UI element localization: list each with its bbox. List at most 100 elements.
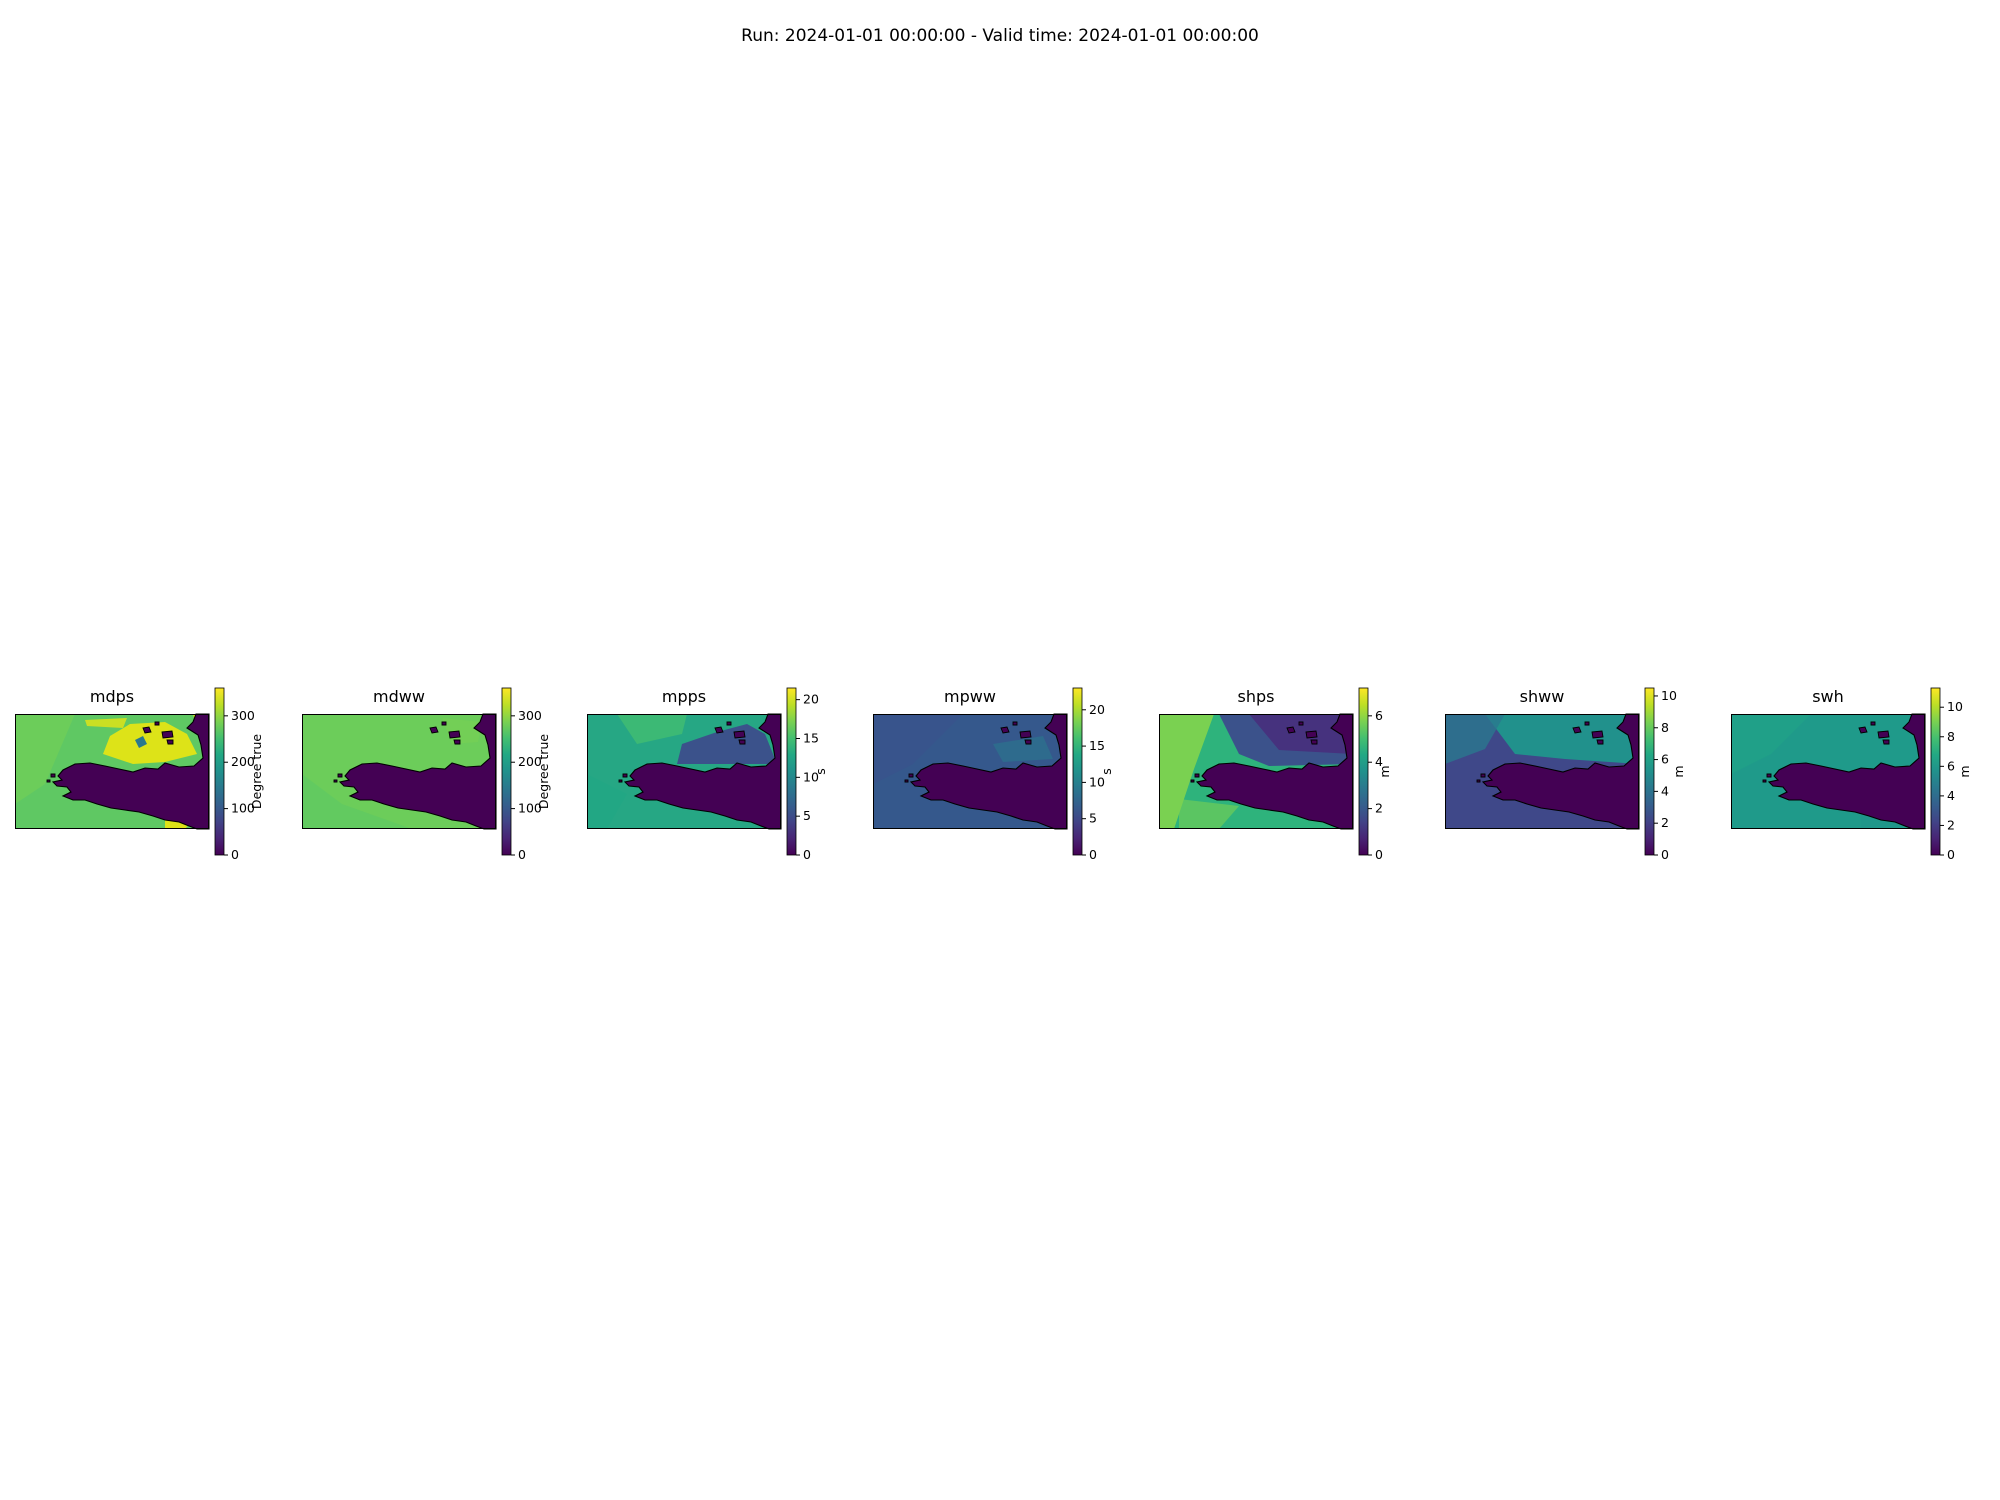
colorbar-tick-label: 5: [1089, 811, 1097, 826]
colorbar-tick-label: 4: [1947, 788, 1955, 803]
colorbar: [786, 687, 797, 856]
panel-mdww: mdww 0 100 200 300 Degree true: [302, 687, 551, 862]
map-frame: [873, 714, 1067, 829]
island: [46, 779, 51, 783]
island: [908, 773, 914, 778]
colorbar-unit-label: s: [1099, 768, 1114, 775]
panel-swh: swh 0 2 4 6 8 10 m: [1731, 687, 1972, 862]
panel-mdps: mdps 0 100 200 300 Degree true: [15, 687, 264, 862]
island: [738, 739, 746, 745]
island: [1286, 726, 1296, 734]
map-frame: [1159, 714, 1353, 829]
figure-suptitle: Run: 2024-01-01 00:00:00 - Valid time: 2…: [741, 26, 1259, 46]
island: [453, 739, 461, 745]
colorbar-tick-label: 300: [231, 708, 255, 723]
island: [1194, 773, 1200, 778]
island: [618, 779, 623, 783]
island: [1877, 730, 1890, 739]
island: [166, 739, 174, 745]
colorbar-tick-label: 100: [231, 801, 255, 816]
island: [726, 721, 732, 726]
colorbar-tick-label: 2: [1375, 801, 1383, 816]
colorbar-tick-label: 0: [1947, 847, 1955, 862]
panel-title: shww: [1520, 687, 1565, 706]
island: [448, 730, 461, 739]
colorbar: [1644, 687, 1655, 856]
colorbar-tick-label: 8: [1947, 729, 1955, 744]
island: [1480, 773, 1486, 778]
colorbar: [214, 687, 225, 856]
panel-title: mpww: [944, 687, 996, 706]
panel-mpww: mpww 0 5 10 15 20 s: [873, 687, 1114, 862]
colorbar-tick-label: 6: [1375, 708, 1383, 723]
colorbar-unit-label: m: [1957, 765, 1972, 777]
island: [142, 726, 152, 734]
colorbar-tick-label: 0: [518, 847, 526, 862]
panel-title: mdww: [373, 687, 425, 706]
colorbar-tick-label: 15: [803, 730, 819, 745]
island: [50, 773, 56, 778]
colorbar-tick-label: 2: [1947, 817, 1955, 832]
island: [1190, 779, 1195, 783]
colorbar-unit-label: s: [813, 768, 828, 775]
island: [161, 730, 174, 739]
island: [733, 730, 746, 739]
colorbar: [501, 687, 512, 856]
colorbar-tick-label: 15: [1089, 738, 1105, 753]
island: [1024, 739, 1032, 745]
land-mass: [338, 713, 497, 830]
island: [1882, 739, 1890, 745]
island: [904, 779, 909, 783]
colorbar: [1930, 687, 1941, 856]
colorbar-unit-label: Degree true: [536, 734, 551, 809]
island: [1584, 721, 1590, 726]
island: [1476, 779, 1481, 783]
island: [1591, 730, 1604, 739]
island: [1310, 739, 1318, 745]
island: [1012, 721, 1018, 726]
map-field-mdww: [302, 713, 497, 830]
land-mass: [623, 713, 782, 830]
panel-shps: shps 0 2 4 6 m: [1159, 687, 1392, 862]
colorbar-tick-label: 4: [1375, 754, 1383, 769]
island: [1572, 726, 1582, 734]
panel-title: mpps: [662, 687, 706, 706]
land-mass: [909, 713, 1068, 830]
colorbar-tick-label: 6: [1661, 752, 1669, 767]
island: [429, 726, 439, 734]
island: [1766, 773, 1772, 778]
colorbar-tick-label: 0: [231, 847, 239, 862]
colorbar-tick-label: 2: [1661, 815, 1669, 830]
colorbar-tick-label: 300: [518, 708, 542, 723]
colorbar: [1358, 687, 1369, 856]
colorbar-tick-label: 200: [518, 754, 542, 769]
island: [1870, 721, 1876, 726]
land-mass: [1481, 713, 1640, 830]
island: [1305, 730, 1318, 739]
panel-title: mdps: [90, 687, 134, 706]
island: [333, 779, 338, 783]
colorbar-tick-label: 10: [1661, 688, 1677, 703]
colorbar-unit-label: m: [1377, 765, 1392, 777]
colorbar-unit-label: Degree true: [249, 734, 264, 809]
colorbar-tick-label: 100: [518, 801, 542, 816]
colorbar-tick-label: 0: [1375, 847, 1383, 862]
island: [1019, 730, 1032, 739]
land-mass: [51, 713, 210, 830]
map-field-mdps: [15, 713, 210, 830]
island: [1858, 726, 1868, 734]
colorbar: [1072, 687, 1083, 856]
map-field-mpww: [873, 713, 1068, 830]
island: [337, 773, 343, 778]
island: [154, 721, 160, 726]
colorbar-tick-label: 20: [1089, 702, 1105, 717]
island: [1762, 779, 1767, 783]
colorbar-tick-label: 0: [1089, 847, 1097, 862]
land-mass: [1767, 713, 1926, 830]
map-frame: [15, 714, 209, 829]
island: [714, 726, 724, 734]
land-mass: [1195, 713, 1354, 830]
map-field-mpps: [587, 713, 782, 830]
colorbar-tick-label: 20: [803, 692, 819, 707]
